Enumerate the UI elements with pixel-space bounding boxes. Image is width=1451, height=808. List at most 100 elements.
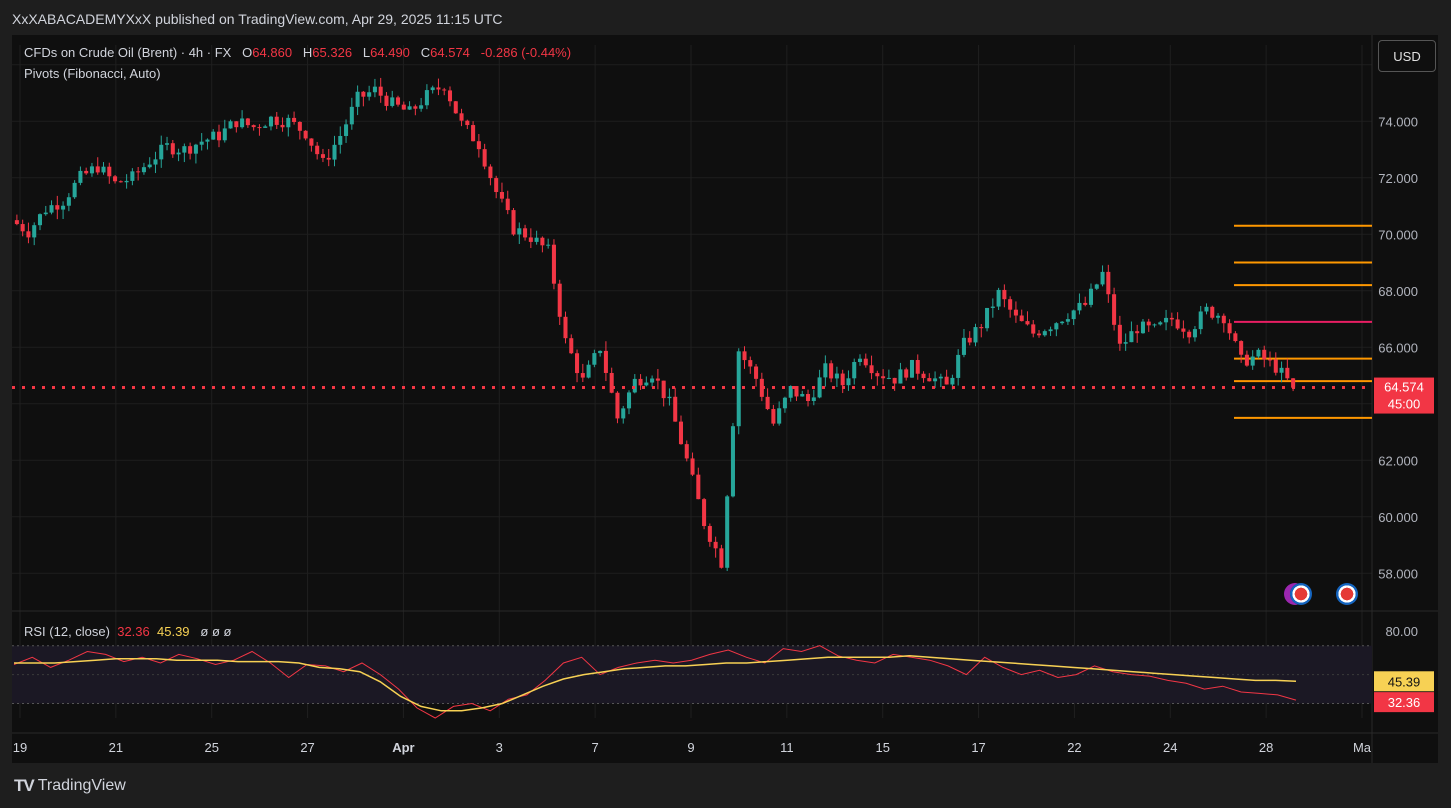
candle-body: [1042, 331, 1047, 336]
candle-body: [933, 378, 938, 382]
candle-body: [661, 380, 666, 399]
candle-body: [147, 164, 152, 168]
currency-button[interactable]: USD: [1378, 40, 1436, 72]
y-tick-label: 62.000: [1378, 453, 1418, 468]
candle-body: [216, 131, 222, 141]
rsi-tag-text: 32.36: [1388, 695, 1421, 710]
rsi-label: RSI (12, close): [24, 624, 110, 639]
candle-body: [1060, 321, 1065, 324]
candle-body: [580, 373, 585, 378]
candle-body: [921, 373, 926, 379]
candle-body: [1100, 271, 1105, 285]
ohlc-legend[interactable]: CFDs on Crude Oil (Brent) · 4h · FX O64.…: [24, 45, 571, 60]
symbol-label[interactable]: CFDs on Crude Oil (Brent) · 4h · FX: [24, 45, 232, 60]
candle-body: [540, 237, 545, 246]
candle-body: [857, 358, 863, 363]
y-tick-label: 70.000: [1378, 227, 1418, 242]
tradingview-brand[interactable]: TV TradingView: [14, 776, 126, 796]
candle-body: [66, 197, 71, 206]
candle-body: [534, 237, 539, 242]
candle-body: [846, 378, 851, 386]
candle-body: [950, 377, 955, 385]
y-tick-label: 72.000: [1378, 171, 1418, 186]
candle-body: [1117, 324, 1122, 344]
candle-body: [1031, 324, 1036, 334]
candle-body: [372, 86, 377, 93]
candle-body: [592, 353, 597, 365]
candle-body: [332, 144, 337, 160]
rsi-legend[interactable]: RSI (12, close) 32.36 45.39 ø ø ø: [24, 624, 231, 639]
candle-body: [707, 526, 712, 542]
y-tick-label: 60.000: [1378, 510, 1418, 525]
high-value: 65.326: [312, 45, 353, 60]
candle-body: [26, 231, 31, 238]
open-value: 64.860: [252, 45, 293, 60]
candle-body: [407, 106, 412, 110]
candle-body: [800, 394, 805, 397]
candle-body: [875, 373, 880, 377]
candle-body: [615, 392, 620, 419]
low-value: 64.490: [370, 45, 410, 60]
candle-body: [1233, 333, 1238, 342]
candle-body: [806, 394, 811, 401]
candle-body: [1250, 356, 1255, 366]
x-tick-label: 11: [780, 740, 794, 755]
candle-body: [309, 138, 314, 146]
x-tick-label: Ma: [1353, 740, 1372, 755]
candle-body: [621, 408, 626, 419]
candle-body: [274, 116, 279, 125]
high-label: H: [302, 45, 313, 60]
us-flag-event-icon[interactable]: [1290, 583, 1312, 605]
candle-body: [632, 378, 637, 393]
candle-body: [482, 149, 487, 167]
candle-body: [257, 127, 262, 129]
candle-body: [673, 396, 678, 422]
candle-body: [436, 87, 441, 90]
candle-body: [1077, 302, 1082, 311]
candle-body: [61, 205, 66, 210]
candle-body: [471, 125, 476, 142]
candle-body: [823, 363, 828, 378]
y-tick-label: 66.000: [1378, 340, 1418, 355]
chart-frame[interactable]: [12, 35, 1438, 763]
candle-body: [886, 377, 891, 379]
candle-body: [228, 121, 233, 129]
candle-body: [505, 198, 510, 211]
candle-body: [1013, 309, 1018, 316]
candle-body: [442, 89, 447, 91]
candle-body: [453, 101, 458, 114]
candle-body: [788, 386, 793, 398]
candle-body: [72, 182, 77, 198]
x-tick-label: 17: [971, 740, 985, 755]
candle-body: [349, 106, 354, 125]
last-price-text: 64.574: [1384, 380, 1424, 395]
candle-body: [1065, 319, 1070, 322]
candle-body: [413, 106, 418, 109]
candle-body: [777, 408, 782, 424]
candle-body: [551, 244, 556, 284]
candle-body: [245, 118, 250, 126]
candle-body: [765, 396, 770, 410]
candle-body: [211, 131, 216, 140]
brand-name: TradingView: [37, 777, 126, 794]
us-flag-event-icon-2[interactable]: [1336, 583, 1358, 605]
rsi-value: 32.36: [117, 624, 150, 639]
y-tick-label: 58.000: [1378, 566, 1418, 581]
candle-body: [569, 338, 574, 354]
candle-body: [176, 152, 181, 155]
candle-body: [396, 97, 401, 105]
candle-body: [1054, 323, 1059, 330]
candle-body: [361, 91, 366, 97]
candle-body: [286, 117, 291, 128]
candle-body: [575, 353, 580, 374]
candle-body: [690, 458, 695, 475]
candle-body: [1158, 322, 1163, 325]
candle-body: [488, 166, 493, 179]
candle-body: [1164, 317, 1169, 323]
candle-body: [1262, 349, 1267, 360]
pivots-indicator-label[interactable]: Pivots (Fibonacci, Auto): [24, 66, 161, 81]
x-tick-label: 19: [13, 740, 27, 755]
candle-body: [528, 237, 533, 242]
x-tick-label: 15: [875, 740, 889, 755]
